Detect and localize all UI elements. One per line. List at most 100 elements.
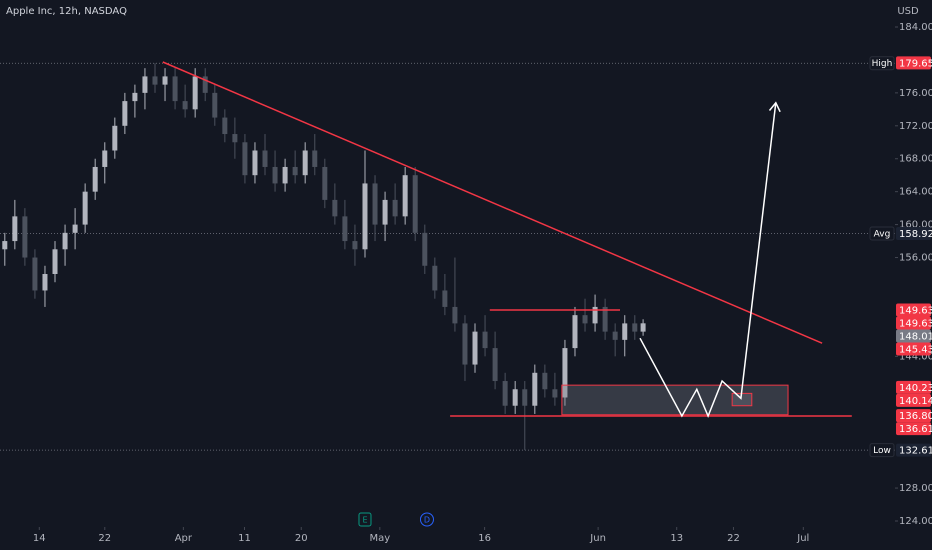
candle-body [182, 101, 188, 110]
candle-body [2, 241, 8, 250]
candle-body [42, 273, 48, 291]
candle-body [72, 224, 78, 233]
chart-title: Apple Inc, 12h, NASDAQ [6, 6, 127, 17]
y-tick-label: 128.00 [899, 483, 932, 494]
candle-body [640, 323, 646, 332]
candle-body [432, 265, 438, 291]
event-label: D [424, 516, 430, 525]
candle-body [122, 101, 128, 126]
level-tag [869, 56, 895, 71]
candle-body [562, 348, 568, 398]
candle-body [332, 199, 338, 217]
price-badge-label: 158.92 [899, 229, 932, 240]
currency: USD [897, 6, 919, 17]
level-tag [869, 443, 895, 458]
candle-body [532, 372, 538, 406]
candle-body [522, 389, 528, 406]
price-badge [896, 393, 931, 407]
trend-line [162, 61, 823, 344]
arrow-path [639, 102, 777, 418]
candle-body [372, 183, 378, 225]
candle-body [232, 134, 238, 143]
x-tick-label: Jun [589, 533, 606, 544]
x-tick-label: 22 [98, 533, 111, 544]
candle-body [632, 323, 638, 332]
price-badge-label: 136.61 [899, 424, 932, 435]
zone [561, 384, 789, 416]
candle-body [482, 331, 488, 349]
price-badge [896, 329, 931, 343]
price-badge [896, 303, 931, 317]
x-tick-label: 20 [295, 533, 308, 544]
x-tick-label: 13 [670, 533, 683, 544]
price-badge-label: 132.61 [899, 446, 932, 457]
event-icon [358, 512, 372, 527]
price-badge-label: 145.43 [899, 344, 932, 355]
candle-body [352, 241, 358, 250]
candle-body [62, 232, 68, 250]
x-tick-label: 16 [478, 533, 491, 544]
candle-body [492, 348, 498, 382]
candle-body [552, 389, 558, 398]
candle-body [82, 191, 88, 225]
candle-body [262, 150, 268, 167]
candle-body [342, 216, 348, 242]
candle-body [202, 76, 208, 93]
price-badge-label: 149.63 [899, 305, 932, 316]
candle-body [292, 166, 298, 176]
candle-body [142, 76, 148, 93]
candle-body [362, 183, 368, 250]
candle-body [462, 323, 468, 365]
candle-body [382, 199, 388, 225]
price-badge-label: 179.65 [899, 58, 932, 69]
price-badge-label: 148.01 [899, 331, 932, 342]
x-tick-label: May [369, 533, 390, 544]
price-badge [896, 443, 931, 457]
candle-body [322, 166, 328, 200]
candle-body [12, 216, 18, 242]
y-tick-label: 144.00 [899, 351, 932, 362]
candle-body [512, 389, 518, 406]
price-badge [896, 380, 931, 394]
y-tick-label: 184.00 [899, 22, 932, 33]
candle-body [92, 166, 98, 192]
y-tick-label: 176.00 [899, 88, 932, 99]
candle-body [272, 166, 278, 184]
x-tick-label: Jul [796, 533, 809, 544]
candle-body [52, 249, 58, 274]
x-tick-label: Apr [175, 533, 193, 544]
candle-body [132, 92, 138, 102]
candle-body [152, 76, 158, 85]
candle-body [212, 92, 218, 118]
candle-body [282, 166, 288, 184]
price-badge [896, 316, 931, 330]
price-badge-label: 136.80 [899, 411, 932, 422]
candle-body [402, 175, 408, 217]
candle-body [162, 76, 168, 85]
candle-body [112, 125, 118, 151]
y-tick-label: 172.00 [899, 121, 932, 132]
level-tag-label: Avg [874, 229, 891, 239]
price-badge [896, 226, 931, 240]
level-tag [869, 226, 895, 241]
candle-body [542, 372, 548, 390]
price-badge [896, 342, 931, 356]
candle-body [422, 232, 428, 266]
price-badge-label: 140.14 [899, 396, 932, 407]
x-tick-label: 22 [727, 533, 740, 544]
candle-body [412, 175, 418, 233]
candle-body [392, 199, 398, 217]
arrow-head [768, 101, 781, 113]
y-tick-label: 164.00 [899, 187, 932, 198]
y-tick-label: 168.00 [899, 154, 932, 165]
candle-body [452, 306, 458, 324]
price-badge [896, 409, 931, 423]
candle-body [502, 381, 508, 406]
candle-body [252, 150, 258, 176]
level-tag-label: Low [873, 446, 891, 456]
x-tick-label: 11 [238, 533, 251, 544]
candle-body [32, 257, 38, 291]
price-badge-label: 149.63 [899, 318, 932, 329]
